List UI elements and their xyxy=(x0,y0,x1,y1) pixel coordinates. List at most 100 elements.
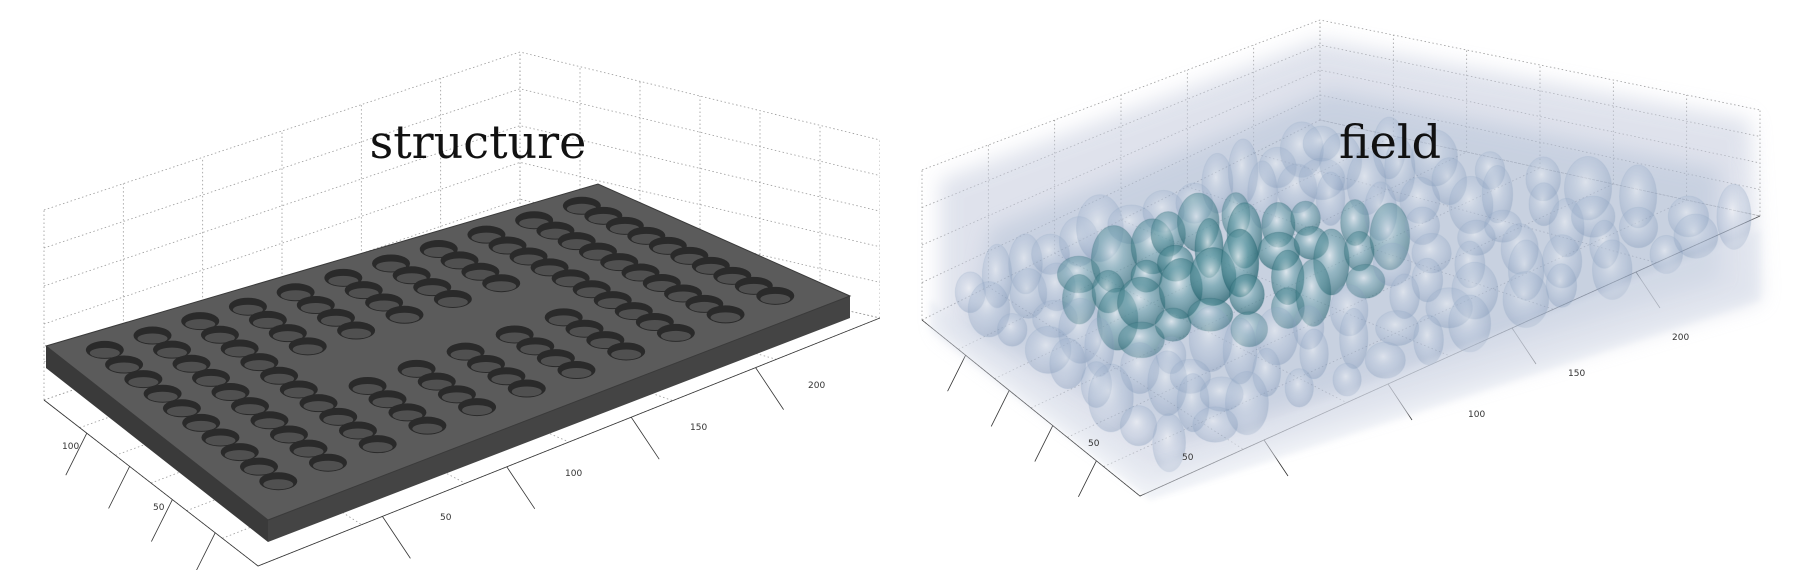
field-isosurface-blob xyxy=(1228,273,1265,316)
tick-mark xyxy=(630,416,660,460)
plate-hole-rim xyxy=(273,432,304,443)
plate-hole-rim xyxy=(300,303,331,314)
field-isosurfaces xyxy=(930,40,1760,500)
axis-line xyxy=(43,317,880,567)
field-isosurface-blob xyxy=(1315,171,1346,227)
tick-mark xyxy=(382,516,411,559)
tick-mark xyxy=(1034,425,1054,462)
field-isosurface-blob xyxy=(1375,310,1420,347)
plate-hole-rim xyxy=(234,404,265,415)
structure-panel: 100 50 50 100 150 200 structure xyxy=(0,0,880,570)
plate-hole-rim xyxy=(137,333,168,344)
plate-hole-rim xyxy=(441,392,472,403)
tick-left-50: 50 xyxy=(153,503,165,513)
tick-front-50: 50 xyxy=(440,513,452,523)
plate-hole-rim xyxy=(205,435,236,446)
plate-hole-rim xyxy=(176,361,207,372)
plate-hole-rim xyxy=(511,386,542,397)
plate-hole-rim xyxy=(252,317,283,328)
plate-hole-rim xyxy=(224,346,255,357)
plate-hole-rim xyxy=(215,390,246,401)
plate-hole-rim xyxy=(611,349,642,360)
tick-front-200: 200 xyxy=(1672,333,1689,343)
plate-hole-rim xyxy=(389,312,420,323)
plate-hole-rim xyxy=(412,423,443,434)
plate-hole-rim xyxy=(195,375,226,386)
tick-mark xyxy=(196,532,216,570)
plate-hole-rim xyxy=(710,312,741,323)
grid-line xyxy=(43,51,880,211)
plate-hole-rim xyxy=(89,347,120,358)
plate-hole-rim xyxy=(471,361,502,372)
tick-front-150: 150 xyxy=(1568,369,1585,379)
plate-hole-rim xyxy=(369,300,400,311)
plate-hole-rim xyxy=(328,275,359,286)
plate-hole-rim xyxy=(109,362,140,373)
grid-line xyxy=(43,161,880,325)
field-tick-labels: 50 50 100 150 200 xyxy=(1088,333,1689,463)
field-isosurface-blob xyxy=(996,312,1028,347)
tick-front-50: 50 xyxy=(1182,453,1194,463)
tick-mark xyxy=(947,355,966,392)
plate-hole-rim xyxy=(486,281,517,292)
plate-hole-rim xyxy=(491,374,522,385)
plate-hole-rim xyxy=(561,368,592,379)
plate-hole-rim xyxy=(760,293,791,304)
structure-plot: 100 50 50 100 150 200 structure xyxy=(43,51,880,570)
perforated-plate xyxy=(44,183,852,542)
plate-hole-rim xyxy=(323,414,354,425)
tick-left-50: 50 xyxy=(1088,439,1100,449)
tick-mark xyxy=(1078,460,1097,497)
plate-hole-rim xyxy=(232,304,263,315)
structure-tick-labels: 100 50 50 100 150 200 xyxy=(62,381,825,523)
tick-mark xyxy=(990,390,1010,427)
field-isosurface-blob xyxy=(1224,371,1269,436)
tick-front-150: 150 xyxy=(690,423,707,433)
plate-hole-rim xyxy=(352,383,383,394)
field-isosurface-blob xyxy=(1049,337,1087,390)
plate-hole-rim xyxy=(283,387,314,398)
plate-hole-rim xyxy=(272,331,303,342)
plate-hole-rim xyxy=(254,418,285,429)
field-isosurface-blob xyxy=(1339,307,1369,370)
field-isosurface-blob xyxy=(1545,263,1578,308)
plate-hole-rim xyxy=(292,344,323,355)
tick-mark xyxy=(108,466,130,509)
plate-hole-rim xyxy=(342,428,373,439)
plate-hole-rim xyxy=(128,377,159,388)
field-isosurface-blob xyxy=(1154,307,1192,342)
plate-hole-rim xyxy=(341,328,372,339)
field-plot: 50 50 100 150 200 field xyxy=(921,19,1761,500)
plate-hole-rim xyxy=(462,405,493,416)
plate-hole-rim xyxy=(450,349,481,360)
plate-hole-rim xyxy=(401,366,432,377)
tick-front-100: 100 xyxy=(1468,410,1485,420)
tick-mark xyxy=(506,466,536,510)
plate-hole-rim xyxy=(204,332,235,343)
plate-hole-rim xyxy=(392,410,423,421)
grid-line xyxy=(921,19,1761,171)
field-isosurface-blob xyxy=(1119,405,1158,447)
structure-title: structure xyxy=(370,115,587,169)
plate-hole-rim xyxy=(147,391,178,402)
tick-mark xyxy=(755,367,784,410)
plate-hole-rim xyxy=(264,373,295,384)
plate-left-side xyxy=(46,346,268,542)
plate-hole-rim xyxy=(660,330,691,341)
plate-hole-rim xyxy=(372,397,403,408)
field-title: field xyxy=(1339,115,1441,169)
plate-hole-rim xyxy=(348,288,379,299)
tick-front-200: 200 xyxy=(808,381,825,391)
plate-hole-rim xyxy=(303,401,334,412)
plate-hole-rim xyxy=(243,464,274,475)
field-isosurface-blob xyxy=(1618,206,1659,249)
field-isosurface-blob xyxy=(1299,328,1329,380)
plate-hole-rim xyxy=(224,450,255,461)
plate-hole-rim xyxy=(263,479,294,490)
plate-hole-rim xyxy=(362,442,393,453)
plate-hole-rim xyxy=(166,406,197,417)
tick-left-100: 100 xyxy=(62,442,79,452)
field-isosurface-blob xyxy=(1284,368,1314,408)
plate-hole-rim xyxy=(312,460,343,471)
plate-hole-rim xyxy=(320,315,351,326)
